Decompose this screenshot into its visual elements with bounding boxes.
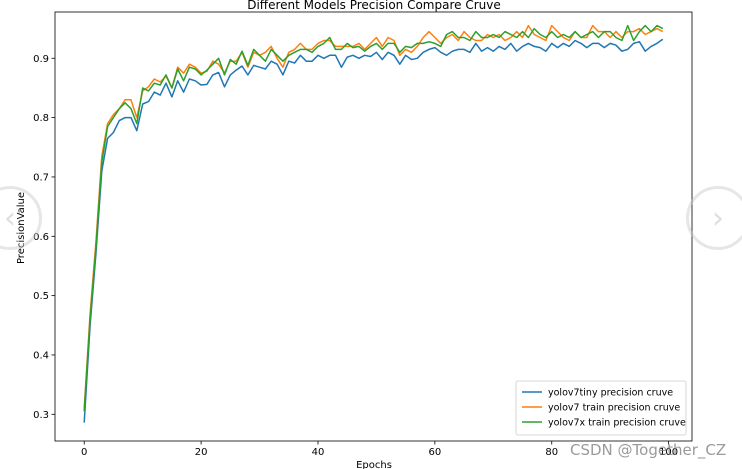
legend-label: yolov7 train precision cruve bbox=[548, 403, 680, 414]
series-line-2 bbox=[83, 24, 664, 409]
y-tick-label: 0.5 bbox=[33, 291, 49, 302]
legend-label: yolov7tiny precision cruve bbox=[548, 388, 673, 399]
x-tick-label: 0 bbox=[81, 447, 87, 458]
y-tick-label: 0.4 bbox=[33, 350, 49, 361]
x-tick-label: 100 bbox=[659, 447, 678, 458]
y-tick-label: 0.7 bbox=[33, 172, 49, 183]
x-tick-label: 40 bbox=[312, 447, 325, 458]
chart-title: Different Models Precision Compare Cruve bbox=[247, 0, 501, 12]
y-tick-label: 0.6 bbox=[33, 232, 49, 243]
x-tick-label: 20 bbox=[195, 447, 208, 458]
series-line-1 bbox=[83, 38, 664, 423]
chevron-right-icon: › bbox=[712, 200, 724, 236]
x-axis-label: Epochs bbox=[356, 460, 392, 469]
chevron-left-icon: ‹ bbox=[4, 200, 16, 236]
plot-area: 0 20 40 60 80 100 0.3 0.4 0.5 0.6 0.7 0.8 0.9 yolov7t… bbox=[33, 11, 693, 458]
plot-frame bbox=[54, 11, 693, 442]
legend-label: yolov7x train precision cruve bbox=[548, 418, 686, 429]
legend-box bbox=[515, 380, 687, 436]
x-tick-label: 80 bbox=[545, 447, 558, 458]
y-tick-label: 0.9 bbox=[33, 54, 49, 65]
watermark-text: CSDN @Together_CZ bbox=[570, 441, 727, 459]
nav-next-button[interactable]: › bbox=[686, 186, 742, 250]
series-line-3 bbox=[83, 24, 664, 412]
x-tick-label: 60 bbox=[428, 447, 441, 458]
y-tick-label: 0.8 bbox=[33, 113, 49, 124]
y-tick-label: 0.3 bbox=[33, 410, 49, 421]
